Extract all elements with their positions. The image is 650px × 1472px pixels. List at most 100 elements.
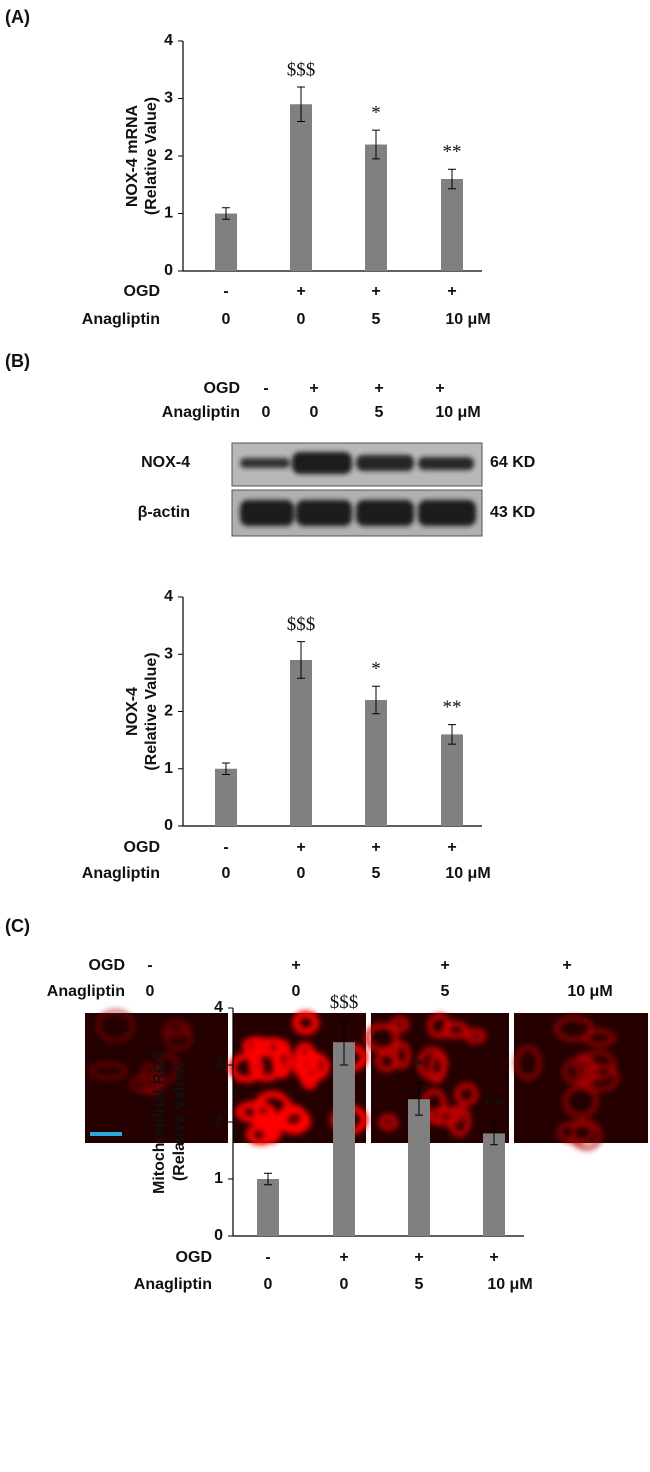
row-value: + (309, 380, 318, 397)
cell (96, 1009, 135, 1043)
cell (417, 1046, 449, 1081)
row-value: 10 μM (435, 404, 480, 421)
bar (257, 1179, 279, 1236)
annotation: ** (443, 142, 462, 163)
row-value: - (223, 839, 228, 856)
cell (553, 1015, 595, 1042)
cell (392, 1041, 411, 1070)
row-value: 5 (441, 983, 450, 1000)
band-label: β-actin (138, 504, 190, 521)
row-value: 0 (146, 983, 155, 1000)
row-value: + (562, 957, 571, 974)
cell (156, 1052, 180, 1083)
row-value: 0 (297, 865, 306, 882)
band-size: 64 KD (490, 454, 535, 471)
error-bar (297, 641, 305, 679)
row-value: + (296, 839, 305, 856)
bar (215, 768, 237, 826)
fluorescence-images (85, 1009, 648, 1151)
row-value: 0 (310, 404, 319, 421)
y-tick-label: 4 (164, 32, 173, 49)
bar (365, 144, 387, 271)
cell (583, 1028, 617, 1047)
y-tick-label: 1 (164, 205, 173, 222)
bar (290, 104, 312, 271)
cell (130, 1074, 163, 1094)
annotation: ** (443, 697, 462, 718)
row-label: Anagliptin (134, 1276, 212, 1293)
error-bar (415, 1082, 423, 1116)
bar (483, 1133, 505, 1236)
band-label: NOX-4 (141, 454, 190, 471)
error-bar (264, 1172, 272, 1186)
row-value: 5 (375, 404, 384, 421)
annotation: $$$ (330, 992, 359, 1013)
row-label: Anagliptin (162, 404, 240, 421)
cell (248, 1049, 284, 1082)
row-value: + (440, 957, 449, 974)
y-tick-label: 3 (214, 1056, 223, 1073)
row-label: Anagliptin (82, 865, 160, 882)
annotation: ** (485, 1094, 504, 1115)
row-label: Anagliptin (47, 983, 125, 1000)
cell (389, 1016, 410, 1033)
error-bar (297, 86, 305, 122)
row-value: + (371, 283, 380, 300)
y-tick-label: 1 (214, 1170, 223, 1187)
cell (454, 1082, 479, 1106)
cell (464, 1027, 487, 1044)
bar (215, 213, 237, 271)
row-label: OGD (204, 380, 240, 397)
error-bar (222, 207, 230, 220)
row-value: 0 (297, 311, 306, 328)
cell (378, 1113, 399, 1131)
y-axis-title: NOX-4 (124, 687, 141, 736)
annotation: $$$ (287, 59, 316, 80)
y-tick-label: 1 (164, 760, 173, 777)
row-value: - (223, 283, 228, 300)
y-axis-title: (Relative Value) (143, 97, 160, 215)
cells (514, 1015, 620, 1151)
row-label: OGD (124, 839, 160, 856)
error-bar (448, 168, 456, 190)
cell (292, 1010, 320, 1035)
row-value: + (291, 957, 300, 974)
cell (163, 1026, 194, 1051)
y-tick-label: 0 (164, 262, 173, 279)
row-value: 10 μM (445, 865, 490, 882)
row-value: 0 (292, 983, 301, 1000)
bar (290, 659, 312, 826)
error-bar (340, 1018, 348, 1066)
row-value: 10 μM (445, 311, 490, 328)
panel-label: (C) (5, 916, 30, 936)
cell (562, 1056, 601, 1087)
bar (441, 179, 463, 271)
panel-label: (B) (5, 351, 30, 371)
cell (580, 1063, 620, 1093)
error-bar (490, 1121, 498, 1146)
error-bar (372, 129, 380, 160)
y-tick-label: 3 (164, 645, 173, 662)
cell (441, 1021, 469, 1040)
y-tick-label: 0 (164, 817, 173, 834)
row-value: 5 (372, 865, 381, 882)
y-axis-title: NOX-4 mRNA (124, 104, 141, 207)
bar (441, 734, 463, 826)
row-value: - (147, 957, 152, 974)
annotation: * (414, 1056, 424, 1077)
row-value: 0 (264, 1276, 273, 1293)
error-bar (448, 724, 456, 745)
row-value: + (339, 1249, 348, 1266)
cell (235, 1100, 276, 1124)
row-value: + (371, 839, 380, 856)
row-value: - (263, 380, 268, 397)
row-value: + (447, 283, 456, 300)
y-tick-label: 4 (164, 588, 173, 605)
cell (298, 1052, 321, 1090)
y-axis-title: (Relative Value) (143, 652, 160, 770)
row-value: + (435, 380, 444, 397)
cell (277, 1107, 311, 1135)
row-label: Anagliptin (82, 311, 160, 328)
y-tick-label: 0 (214, 1227, 223, 1244)
y-tick-label: 4 (214, 999, 223, 1016)
